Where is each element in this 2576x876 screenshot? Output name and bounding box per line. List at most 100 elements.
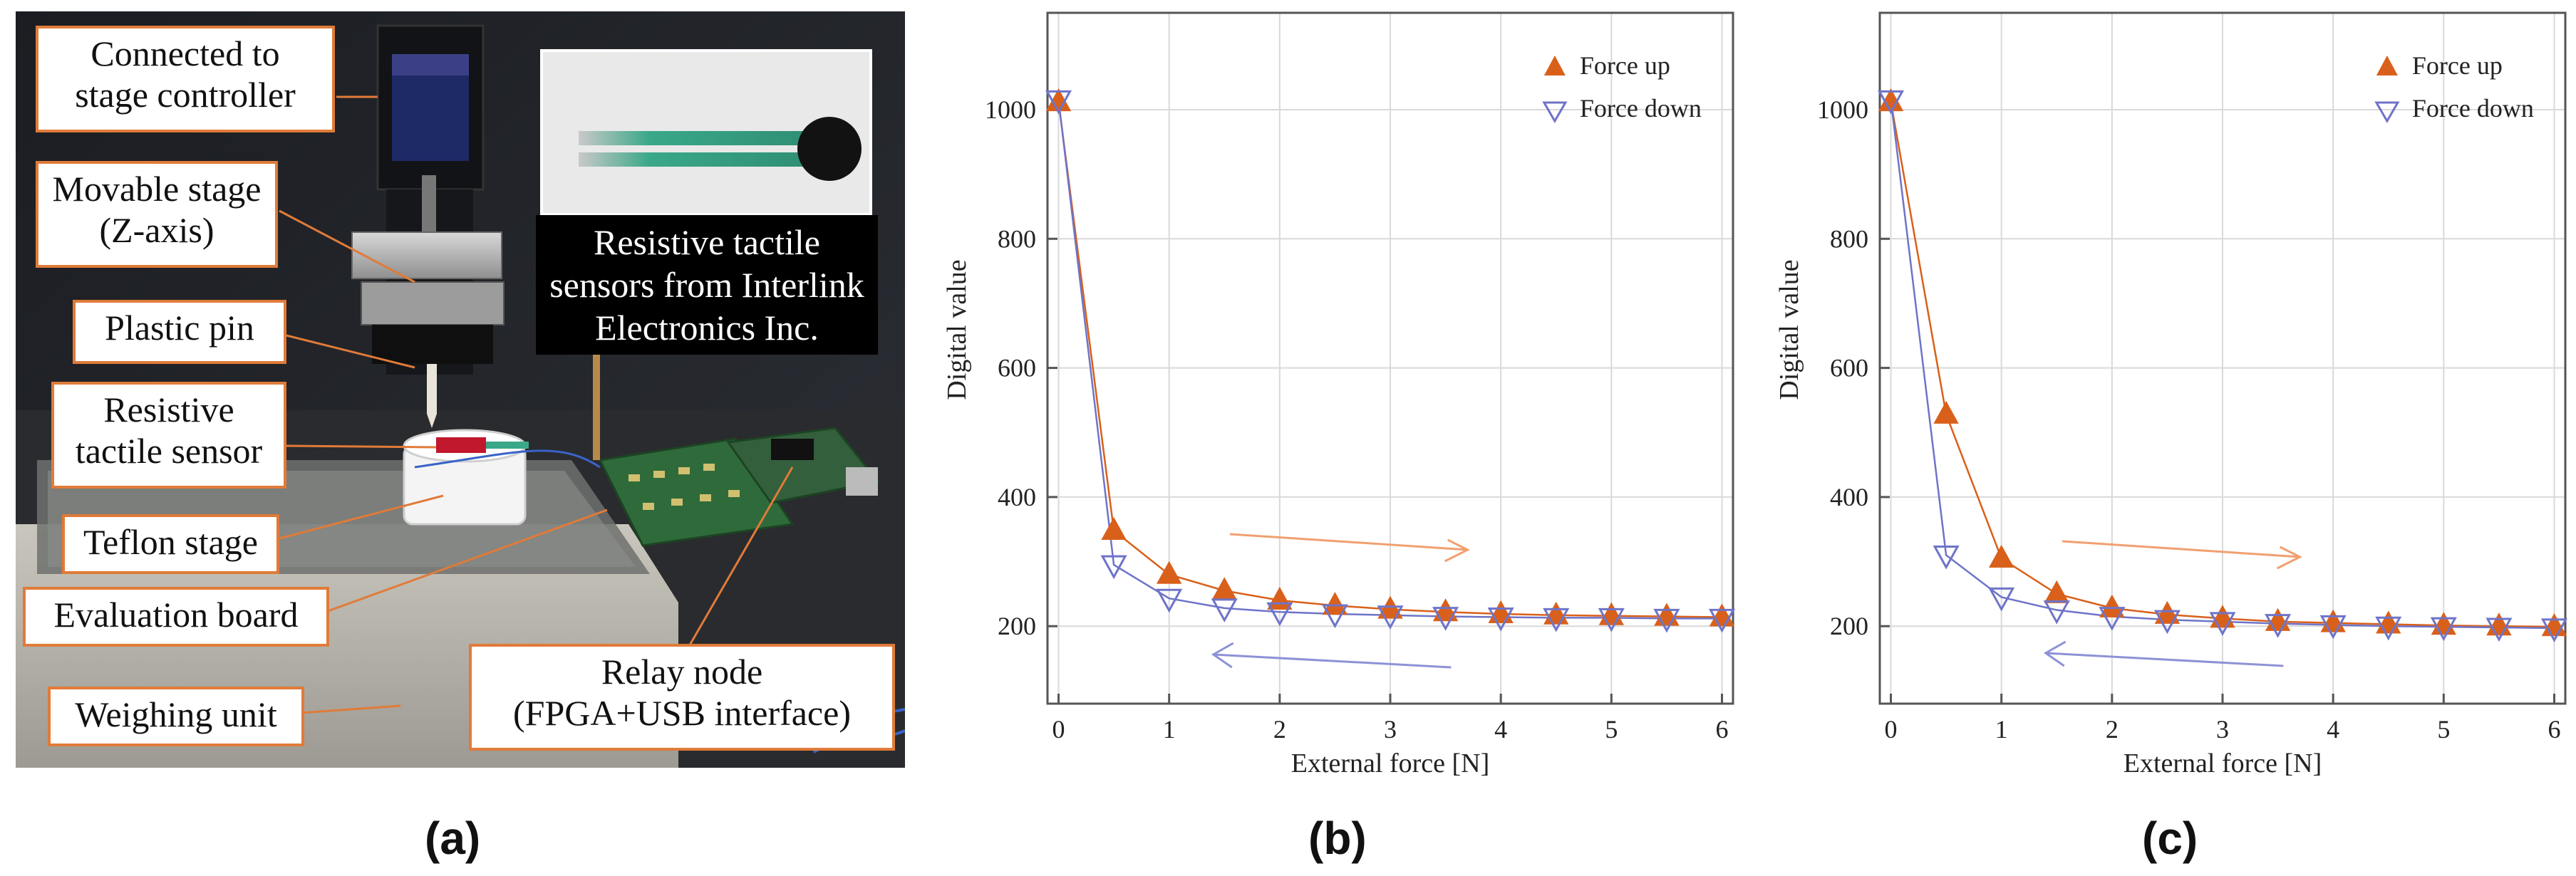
force-down-arrowhead (2043, 640, 2067, 667)
x-tick-label: 5 (1605, 715, 1618, 744)
force-up-arrow (1229, 533, 1468, 551)
force-up-point (2099, 594, 2125, 617)
x-tick-label: 1 (1163, 715, 1176, 744)
force-up-point (1933, 400, 1959, 424)
force-down-point (1988, 587, 2015, 612)
force-down-point (1487, 608, 1514, 632)
y-tick-label: 800 (1830, 224, 1868, 253)
setup-photo-illustration (16, 11, 906, 768)
callout-leaders (279, 95, 794, 714)
x-tick-label: 6 (2547, 715, 2560, 744)
force-down-arrow (1213, 653, 1452, 669)
force-down-point (2099, 607, 2126, 631)
force-up-arrowhead (2276, 546, 2302, 570)
evaluation-board-label: Evaluation board (23, 587, 329, 647)
force-down-point (1877, 90, 1905, 115)
x-axis-label: External force [N] (2124, 749, 2322, 778)
weighing-unit-label: Weighing unit (48, 687, 304, 746)
movable-stage-plate (351, 231, 502, 279)
force-down-point (1211, 598, 1238, 622)
force-up-point (1322, 592, 1348, 615)
force-down-point (2430, 617, 2457, 642)
force-down-point (1156, 588, 1183, 613)
force-down-arrowhead (1211, 642, 1234, 669)
y-tick-label: 200 (998, 612, 1036, 640)
plastic-pin-label: Plastic pin (73, 300, 286, 364)
force-down-point (1598, 608, 1625, 632)
y-tick-label: 600 (1830, 354, 1868, 382)
legend-force-down-label: Force down (2412, 94, 2534, 122)
force-down-point (1543, 608, 1570, 632)
panel-label-b: (b) (1308, 813, 1367, 864)
x-tick-label: 4 (1494, 715, 1507, 744)
panel-label-c: (c) (2142, 813, 2198, 864)
stage-controller-label: Connected to stage controller (36, 26, 335, 132)
force-down-point (2043, 600, 2070, 625)
force-down-point (1933, 545, 1960, 570)
force-up-point (1988, 544, 2014, 568)
force-down-point (1653, 608, 1680, 633)
movable-stage-label: Movable stage (Z-axis) (36, 161, 278, 268)
sensor-inset-caption: Resistive tactile sensors from Interlink… (536, 215, 878, 355)
tactile-sensor-label: Resistive tactile sensor (51, 382, 286, 489)
x-tick-label: 1 (1995, 715, 2008, 744)
force-down-point (2486, 617, 2513, 642)
x-tick-label: 3 (1384, 715, 1397, 744)
force-down-point (2319, 615, 2347, 640)
x-tick-label: 2 (1273, 715, 1286, 744)
relay-node-label: Relay node (FPGA+USB interface) (469, 644, 895, 751)
force-up-point (1156, 560, 1182, 584)
setup-photo: Connected to stage controller Movable st… (16, 11, 906, 768)
y-tick-label: 200 (1830, 612, 1868, 640)
legend-force-down-marker (1542, 101, 1568, 124)
x-tick-label: 4 (2327, 715, 2339, 744)
x-tick-label: 0 (1885, 715, 1898, 744)
force-down-point (1045, 90, 1072, 115)
force-down-point (1432, 607, 1459, 631)
force-up-point (1432, 598, 1459, 622)
y-axis-label: Digital value (1774, 259, 1804, 400)
x-tick-label: 2 (2106, 715, 2119, 744)
plastic-pin-shape (427, 364, 437, 414)
y-tick-label: 1000 (985, 95, 1036, 124)
force-down-point (2153, 610, 2181, 635)
x-tick-label: 6 (1715, 715, 1728, 744)
force-up-arrowhead (1444, 538, 1470, 563)
y-tick-label: 400 (998, 483, 1036, 511)
chart-c: 0 1 2 3 4 5 6 200 400 600 800 1000 External force [N… (1774, 11, 2568, 778)
force-up-arrow (2062, 540, 2300, 558)
force-down-point (2265, 614, 2292, 638)
force-down-point (1377, 605, 1404, 630)
force-down-point (2209, 612, 2236, 636)
force-up-point (1101, 516, 1127, 541)
y-tick-label: 800 (998, 224, 1036, 253)
force-down-point (1321, 604, 1348, 629)
legend-force-up-marker (2376, 56, 2398, 75)
force-down-point (1266, 602, 1293, 627)
teflon-stage-label: Teflon stage (62, 514, 279, 574)
chart-b: 0 1 2 3 4 5 6 200 400 600 800 1000 External force [N… (942, 11, 1736, 778)
sensor-pad (797, 117, 862, 181)
force-down-point (1100, 555, 1127, 580)
sensor-strip-2 (579, 152, 814, 167)
panel-label-a: (a) (425, 813, 481, 864)
y-tick-label: 600 (998, 354, 1036, 382)
legend-force-up-marker (1543, 56, 1566, 75)
legend-force-up-label: Force up (1580, 51, 1670, 80)
force-down-point (1708, 608, 1736, 633)
force-down-arrow (2045, 652, 2284, 667)
x-tick-label: 0 (1052, 715, 1065, 744)
y-tick-label: 1000 (1817, 95, 1868, 124)
sensor-strip-1 (579, 131, 814, 145)
x-tick-label: 5 (2437, 715, 2450, 744)
y-axis-label: Digital value (942, 259, 972, 400)
force-up-point (2154, 600, 2181, 624)
x-tick-label: 3 (2216, 715, 2229, 744)
x-axis-label: External force [N] (1291, 749, 1490, 778)
legend-force-down-label: Force down (1580, 94, 1702, 122)
legend-force-up-label: Force up (2412, 51, 2503, 80)
y-tick-label: 400 (1830, 483, 1868, 511)
tactile-sensor-shape (436, 437, 486, 453)
force-down-point (2540, 618, 2568, 643)
force-down-point (2375, 616, 2402, 641)
